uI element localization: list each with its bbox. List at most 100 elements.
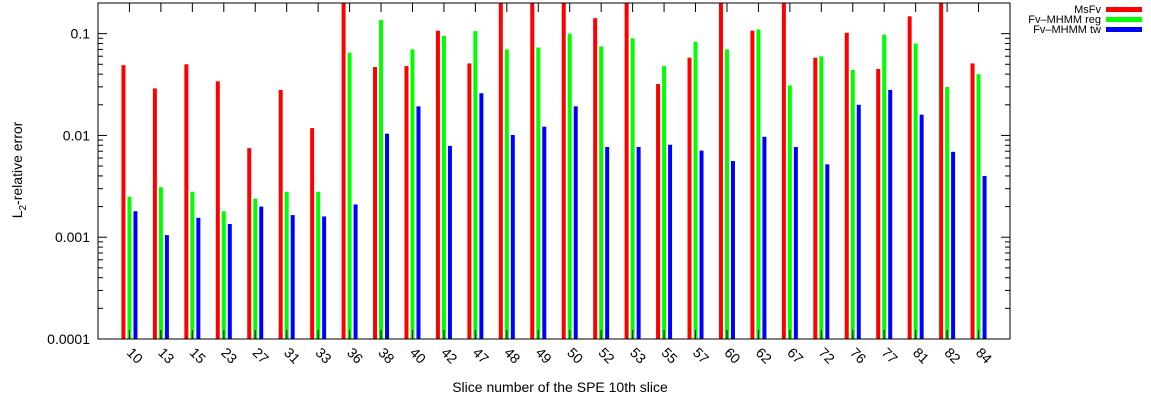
bar-msfv-49 [530, 3, 535, 339]
bar-fv-mhmm-reg-15 [190, 191, 195, 339]
bar-msfv-36 [341, 3, 346, 339]
bar-fv-mhmm-reg-55 [662, 66, 667, 340]
bar-fv-mhmm-reg-84 [976, 74, 981, 339]
bar-fv-mhmm-reg-76 [850, 69, 855, 339]
bar-fv-mhmm-tw-38 [385, 133, 390, 339]
bar-fv-mhmm-reg-72 [819, 56, 824, 339]
bar-fv-mhmm-tw-67 [793, 146, 798, 339]
bar-fv-mhmm-reg-13 [158, 187, 163, 339]
bar-msfv-84 [970, 63, 975, 339]
x-tick-label: 52 [596, 344, 618, 366]
x-tick-label: 72 [816, 344, 838, 366]
bar-msfv-50 [561, 3, 566, 339]
y-tick-label: 0.01 [63, 127, 90, 143]
x-tick-label: 60 [721, 344, 743, 366]
bar-fv-mhmm-tw-49 [542, 126, 547, 339]
x-tick-label: 42 [438, 344, 460, 366]
x-tick-label: 33 [313, 344, 335, 366]
bar-fv-mhmm-tw-77 [888, 89, 893, 339]
legend-swatch [1106, 27, 1142, 32]
legend-swatch [1106, 7, 1142, 12]
bar-fv-mhmm-tw-72 [825, 164, 830, 339]
x-tick-label: 23 [218, 344, 240, 366]
bar-fv-mhmm-tw-23 [227, 223, 232, 339]
bar-fv-mhmm-tw-82 [951, 151, 956, 339]
bar-fv-mhmm-reg-47 [473, 31, 478, 339]
y-axis-title-subscript: 2 [18, 205, 29, 211]
bar-msfv-81 [907, 16, 912, 340]
x-tick-label: 82 [941, 344, 963, 366]
bar-fv-mhmm-tw-81 [919, 114, 924, 339]
bar-fv-mhmm-tw-13 [164, 235, 169, 339]
bar-fv-mhmm-reg-33 [316, 191, 321, 339]
bar-msfv-52 [593, 18, 598, 339]
bar-fv-mhmm-reg-40 [410, 49, 415, 339]
bar-fv-mhmm-reg-42 [441, 35, 446, 339]
x-tick-label: 15 [187, 344, 209, 366]
bar-fv-mhmm-tw-62 [762, 136, 767, 339]
x-tick-label: 67 [784, 344, 806, 366]
bar-fv-mhmm-reg-23 [221, 211, 226, 339]
x-tick-label: 53 [627, 344, 649, 366]
plot-frame [97, 2, 1011, 340]
bar-fv-mhmm-reg-27 [253, 198, 258, 339]
x-tick-label: 84 [973, 344, 995, 366]
bar-msfv-57 [687, 57, 692, 339]
y-tick-label: 0.0001 [47, 331, 90, 347]
legend-label: MsFv [1074, 4, 1101, 16]
y-axis-title: L2-relative error [9, 121, 29, 218]
x-tick-label: 49 [533, 344, 555, 366]
bar-fv-mhmm-tw-47 [479, 93, 484, 339]
bar-fv-mhmm-tw-42 [447, 145, 452, 339]
bar-fv-mhmm-tw-27 [259, 206, 264, 339]
x-tick-label: 77 [879, 344, 901, 366]
bar-msfv-72 [813, 57, 818, 339]
bar-msfv-33 [310, 128, 315, 339]
bar-fv-mhmm-reg-53 [630, 38, 635, 340]
bar-msfv-13 [152, 88, 157, 339]
bar-msfv-40 [404, 66, 409, 340]
bars-group [121, 3, 987, 340]
bar-fv-mhmm-reg-48 [504, 49, 509, 339]
bar-fv-mhmm-reg-67 [787, 85, 792, 339]
bar-msfv-53 [624, 3, 629, 339]
legend-label: Fv–MHMM tw [1033, 24, 1101, 36]
bar-msfv-77 [876, 68, 881, 339]
bar-fv-mhmm-reg-38 [379, 20, 384, 340]
bar-fv-mhmm-tw-60 [730, 161, 735, 339]
bar-msfv-23 [215, 81, 220, 340]
bar-fv-mhmm-tw-15 [196, 217, 201, 339]
bar-msfv-60 [718, 3, 723, 339]
bar-msfv-42 [435, 30, 440, 339]
bar-fv-mhmm-tw-31 [290, 215, 295, 339]
bar-fv-mhmm-tw-36 [353, 204, 358, 339]
bar-fv-mhmm-reg-52 [599, 46, 604, 340]
bar-fv-mhmm-reg-31 [284, 191, 289, 339]
bar-msfv-15 [184, 64, 189, 339]
bar-msfv-31 [278, 89, 283, 339]
bar-fv-mhmm-reg-10 [127, 196, 132, 339]
bar-fv-mhmm-tw-53 [636, 146, 641, 339]
bar-msfv-10 [121, 65, 126, 339]
legend-label: Fv–MHMM reg [1028, 14, 1101, 26]
bar-fv-mhmm-reg-57 [693, 41, 698, 340]
x-tick-label: 10 [124, 344, 146, 366]
x-tick-label: 81 [910, 344, 932, 366]
y-axis-title-main: L [9, 210, 25, 218]
x-tick-label: 48 [501, 344, 523, 366]
x-tick-label: 13 [155, 344, 177, 366]
bar-msfv-82 [939, 3, 944, 339]
bar-fv-mhmm-reg-49 [536, 47, 541, 339]
bar-msfv-62 [750, 30, 755, 339]
x-tick-label: 38 [375, 344, 397, 366]
bar-fv-mhmm-reg-81 [913, 43, 918, 340]
bar-fv-mhmm-tw-40 [416, 106, 421, 339]
bar-fv-mhmm-reg-62 [756, 29, 761, 339]
y-axis-title-rest: -relative error [9, 121, 25, 205]
bar-msfv-27 [247, 148, 252, 339]
bar-fv-mhmm-tw-84 [982, 175, 987, 339]
bar-msfv-47 [467, 63, 472, 339]
bar-fv-mhmm-tw-76 [856, 104, 861, 340]
